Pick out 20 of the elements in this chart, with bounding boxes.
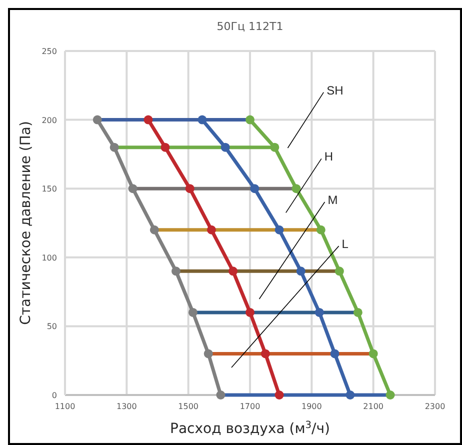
y-axis-title: Статическое давление (Па) bbox=[18, 121, 34, 325]
annotation: SH bbox=[326, 83, 344, 98]
x-tick-label: 1100 bbox=[54, 402, 76, 411]
y-tick-label: 0 bbox=[52, 391, 57, 400]
annotation: L bbox=[342, 237, 349, 252]
annotation: M bbox=[328, 193, 338, 208]
x-tick-label: 2100 bbox=[363, 402, 384, 411]
annotation: H bbox=[324, 150, 334, 164]
x-tick-label: 2300 bbox=[424, 402, 446, 411]
x-axis-title: Расход воздуха (м$^{3}$/ч) bbox=[170, 420, 330, 437]
y-tick-label: 100 bbox=[42, 253, 57, 262]
y-tick-label: 250 bbox=[42, 47, 57, 56]
x-tick-label: 1500 bbox=[178, 402, 199, 411]
x-tick-label: 1700 bbox=[240, 402, 260, 411]
y-tick-label: 200 bbox=[42, 116, 57, 125]
x-tick-label: 1300 bbox=[116, 402, 137, 411]
chart-title: 50Гц 112T1 bbox=[216, 20, 284, 33]
y-tick-label: 150 bbox=[42, 184, 57, 194]
x-tick-label: 1900 bbox=[301, 402, 322, 411]
y-tick-label: 50 bbox=[46, 322, 57, 332]
